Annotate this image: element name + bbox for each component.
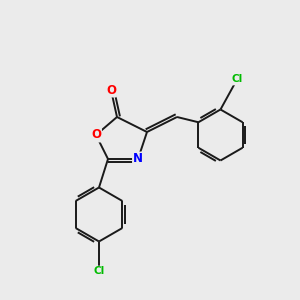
Text: Cl: Cl <box>231 74 243 85</box>
Text: Cl: Cl <box>93 266 105 277</box>
Text: O: O <box>91 128 101 142</box>
Text: N: N <box>133 152 143 166</box>
Text: O: O <box>106 83 116 97</box>
